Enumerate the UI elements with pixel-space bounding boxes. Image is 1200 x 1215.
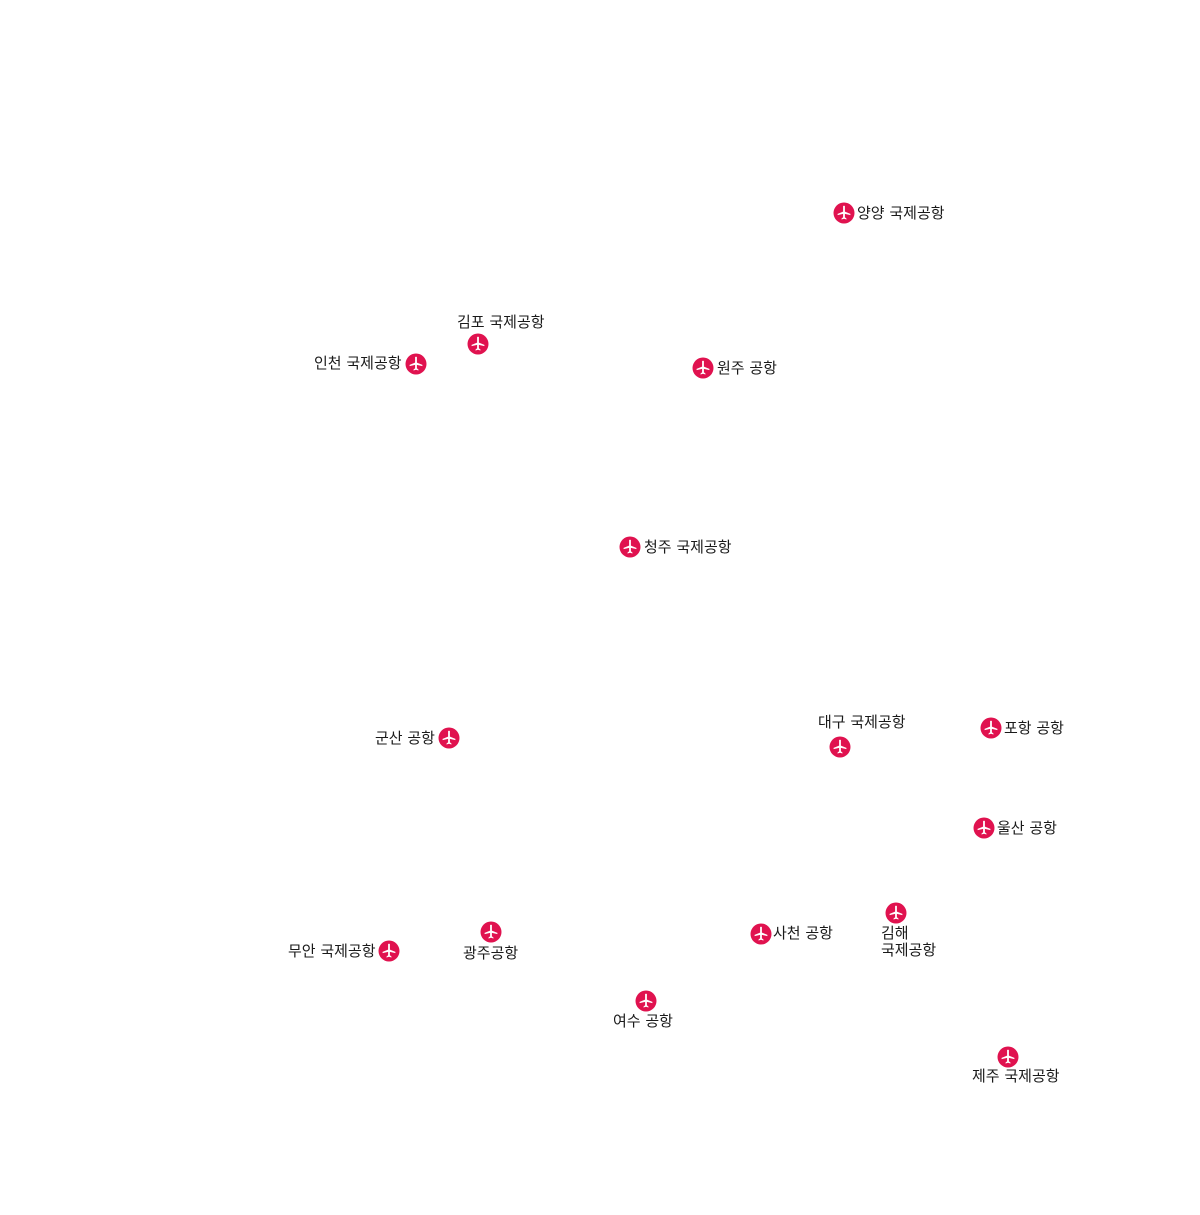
airport-label-gunsan: 군산 공항 <box>375 729 435 747</box>
airplane-icon[interactable] <box>405 353 427 375</box>
airport-label-gimpo: 김포 국제공항 <box>457 313 545 331</box>
airport-label-muan: 무안 국제공항 <box>288 942 376 960</box>
airplane-icon[interactable] <box>829 736 851 758</box>
airport-label-yeosu: 여수 공항 <box>613 1012 673 1030</box>
airplane-icon[interactable] <box>635 990 657 1012</box>
airport-label-ulsan: 울산 공항 <box>997 819 1057 837</box>
airport-label-gimhae-line1: 김해 <box>881 924 909 942</box>
airport-label-daegu: 대구 국제공항 <box>818 713 906 731</box>
airplane-icon[interactable] <box>750 923 772 945</box>
airplane-icon[interactable] <box>980 717 1002 739</box>
airport-label-pohang: 포항 공항 <box>1004 719 1064 737</box>
airplane-icon[interactable] <box>438 727 460 749</box>
airplane-icon[interactable] <box>973 817 995 839</box>
airplane-icon[interactable] <box>833 202 855 224</box>
airplane-icon[interactable] <box>692 357 714 379</box>
airport-label-cheongju: 청주 국제공항 <box>644 538 732 556</box>
airplane-icon[interactable] <box>378 940 400 962</box>
airport-label-wonju: 원주 공항 <box>717 359 777 377</box>
airport-label-gwangju: 광주공항 <box>463 944 519 962</box>
airport-label-gimhae-line2: 국제공항 <box>881 941 937 959</box>
airplane-icon[interactable] <box>467 333 489 355</box>
airplane-icon[interactable] <box>480 921 502 943</box>
airport-label-yangyang: 양양 국제공항 <box>857 204 945 222</box>
airplane-icon[interactable] <box>619 536 641 558</box>
airport-label-incheon: 인천 국제공항 <box>314 354 402 372</box>
airplane-icon[interactable] <box>885 902 907 924</box>
airport-label-sacheon: 사천 공항 <box>773 924 833 942</box>
airplane-icon[interactable] <box>997 1046 1019 1068</box>
airport-label-jeju: 제주 국제공항 <box>972 1067 1060 1085</box>
